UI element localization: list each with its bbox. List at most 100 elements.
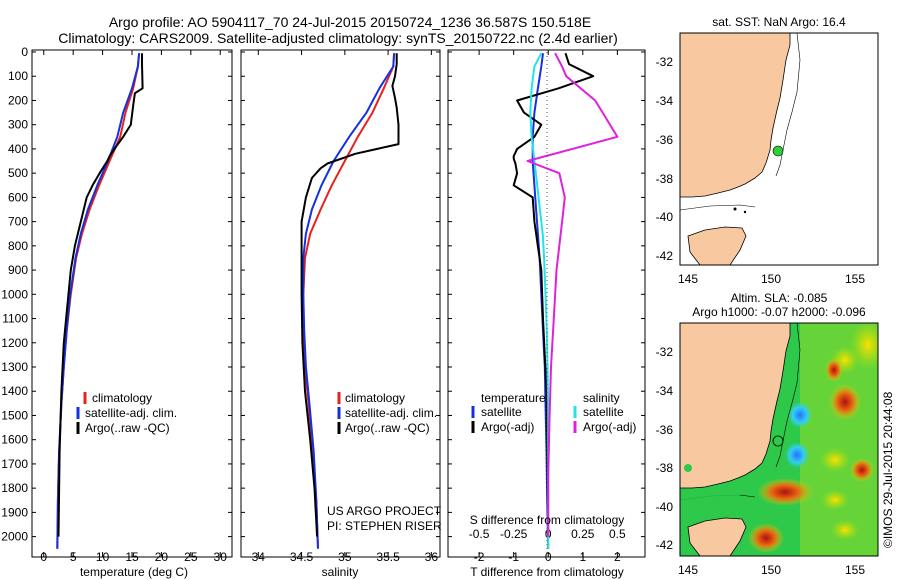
legend-label-satellite: satellite-adj. clim.	[345, 406, 437, 420]
y-tick-label: 900	[8, 263, 28, 277]
y-tick-label: 700	[8, 215, 28, 229]
series-climatology	[302, 53, 396, 549]
title-line2: Climatology: CARS2009. Satellite-adjuste…	[58, 30, 618, 46]
s-difference-tick-label: 0.5	[609, 527, 626, 541]
imos-timestamp: ©IMOS 29-Jul-2015 20:44:08	[881, 391, 895, 548]
legend-label-argo: Argo(..raw -QC)	[85, 421, 170, 435]
s-difference-tick-label: -0.5	[469, 527, 490, 541]
temperature-panel-frame	[31, 49, 233, 558]
y-tick-label: 1900	[1, 505, 28, 519]
x-tick-label: 2	[614, 550, 621, 564]
y-tick-label: 500	[8, 166, 28, 180]
svg-text:-32: -32	[656, 55, 674, 69]
y-tick-label: 400	[8, 142, 28, 156]
svg-text:150: 150	[761, 272, 781, 286]
series-temperature-argo-adj-	[512, 52, 595, 537]
temperature-legend: climatology satellite-adj. clim. Argo(..…	[76, 391, 177, 435]
x-tick-label: 0	[545, 550, 552, 564]
y-tick-label: 1500	[1, 408, 28, 422]
x-tick-label: 10	[96, 550, 110, 564]
x-axis-label-s-difference: S difference from climatology	[470, 513, 625, 527]
svg-text:-34: -34	[656, 384, 674, 398]
mainland-landmass	[680, 33, 791, 198]
svg-text:-40: -40	[656, 500, 674, 514]
svg-text:-42: -42	[656, 249, 674, 263]
y-tick-label: 200	[8, 93, 28, 107]
tasmania-landmass	[687, 226, 747, 265]
series-temperature-satellite	[531, 53, 550, 549]
title-line1: Argo profile: AO 5904117_70 24-Jul-2015 …	[109, 14, 591, 30]
x-tick-label: 36	[425, 550, 439, 564]
x-tick-label: 20	[155, 550, 169, 564]
legend-label-argo: Argo(..raw -QC)	[345, 421, 430, 435]
sst-map-ticks: -32 -34 -36 -38 -40 -42 145 150 155	[656, 55, 866, 286]
sla-map	[680, 323, 878, 556]
svg-text:-38: -38	[656, 172, 674, 186]
sla-map-title-line1: Altim. SLA: -0.085	[731, 291, 828, 305]
argo-float-marker	[772, 435, 784, 447]
difference-legend: temperature salinity satellite Argo(-adj…	[471, 391, 636, 434]
legend-label-climatology: climatology	[92, 391, 152, 405]
svg-text:155: 155	[845, 563, 865, 577]
svg-text:-34: -34	[656, 94, 674, 108]
salinity-legend: climatology satellite-adj. clim. Argo(..…	[327, 391, 442, 533]
x-tick-label: 35.5	[376, 550, 400, 564]
legend-title-temperature: temperature	[481, 391, 546, 405]
depth-contour	[775, 33, 801, 177]
svg-text:145: 145	[678, 563, 698, 577]
series-satellite-adj-clim-	[302, 53, 396, 549]
y-tick-label: 1000	[1, 287, 28, 301]
mainland-landmass	[680, 323, 791, 489]
difference-panel-frame	[447, 49, 646, 558]
svg-text:-36: -36	[656, 133, 674, 147]
sla-map-ticks: -32 -34 -36 -38 -40 -42 145 150 155	[656, 345, 866, 577]
series-argo-raw-qc-	[57, 53, 144, 537]
pi-label: PI: STEPHEN RISER	[327, 519, 442, 533]
svg-text:155: 155	[845, 272, 865, 286]
svg-text:150: 150	[761, 563, 781, 577]
x-tick-label: 35	[338, 550, 352, 564]
y-tick-label: 1300	[1, 360, 28, 374]
x-tick-label: 1	[579, 550, 586, 564]
x-tick-label: -2	[474, 550, 485, 564]
y-tick-label: 800	[8, 239, 28, 253]
x-tick-label: 34.5	[290, 550, 314, 564]
x-tick-label: 25	[184, 550, 198, 564]
series-salinity-argo-adj-	[526, 52, 619, 537]
legend-label-sal-argo: Argo(-adj)	[583, 420, 636, 434]
y-tick-label: 600	[8, 190, 28, 204]
x-tick-label: 30	[214, 550, 228, 564]
x-axis-label-temperature: temperature (deg C)	[80, 565, 188, 579]
x-tick-label: 5	[70, 550, 77, 564]
svg-text:-38: -38	[656, 461, 674, 475]
x-tick-label: 0	[40, 550, 47, 564]
svg-text:-42: -42	[656, 538, 674, 552]
x-tick-label: 34	[252, 550, 266, 564]
y-tick-label: 0	[21, 45, 28, 59]
legend-label-satellite: satellite-adj. clim.	[85, 406, 177, 420]
sst-map	[680, 33, 878, 265]
salinity-panel-frame	[240, 49, 441, 558]
y-tick-label: 1400	[1, 384, 28, 398]
x-tick-label: 15	[125, 550, 139, 564]
axis-ticks: 0 5 10 15 20 25 300100200300400500600700800900…	[1, 45, 645, 564]
tasmania-landmass	[687, 517, 747, 556]
svg-text:145: 145	[678, 272, 698, 286]
x-axis-label-t-difference: T difference from climatology	[470, 565, 624, 579]
argo-float-marker	[772, 145, 784, 157]
y-tick-label: 1800	[1, 481, 28, 495]
legend-label-climatology: climatology	[345, 391, 405, 405]
depth-contour	[775, 323, 801, 468]
y-tick-label: 1700	[1, 457, 28, 471]
svg-text:-36: -36	[656, 423, 674, 437]
y-tick-label: 1600	[1, 433, 28, 447]
series-satellite-adj-clim-	[56, 53, 141, 549]
y-tick-label: 100	[8, 69, 28, 83]
s-difference-tick-label: -0.25	[500, 527, 528, 541]
legend-label-sal-satellite: satellite	[583, 405, 624, 419]
sst-map-title: sat. SST: NaN Argo: 16.4	[712, 15, 846, 29]
sla-map-title-line2: Argo h1000: -0.07 h2000: -0.096	[692, 305, 866, 319]
svg-text:-40: -40	[656, 210, 674, 224]
s-difference-tick-label: 0.25	[571, 527, 595, 541]
